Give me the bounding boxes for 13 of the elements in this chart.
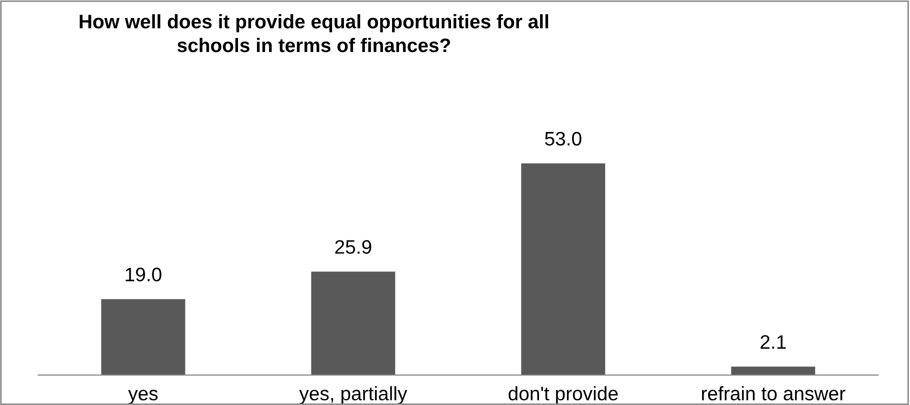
data-label: 2.1 <box>760 335 786 349</box>
data-label: 53.0 <box>545 132 582 146</box>
data-label: 25.9 <box>335 240 372 254</box>
x-tick-label: refrain to answer <box>702 386 846 400</box>
bar <box>521 163 606 376</box>
chart-title: How well does it provide equal opportunities for all schools in terms of finances? <box>80 14 548 52</box>
x-tick-label: yes <box>128 390 158 404</box>
bar <box>101 299 186 376</box>
data-label: 19.0 <box>126 268 162 282</box>
x-tick-label: yes, partially <box>299 386 408 404</box>
x-tick-label: don't provide <box>508 386 618 404</box>
bar <box>731 366 816 376</box>
bar <box>311 272 396 376</box>
